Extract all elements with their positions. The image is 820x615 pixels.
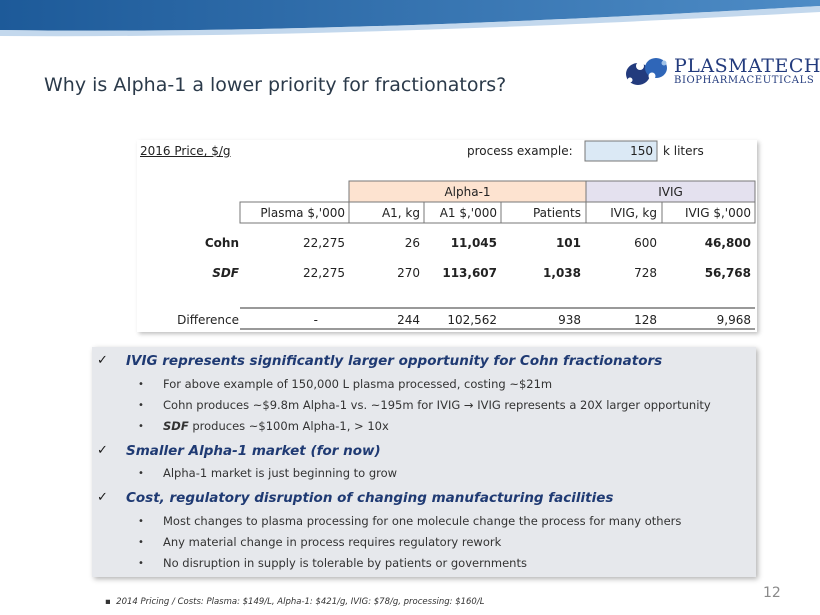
alpha1-group-header: Alpha-1: [444, 185, 491, 199]
table-cell: 56,768: [704, 266, 751, 280]
logo-molecule-icon: [626, 58, 667, 85]
bullet-heading: Smaller Alpha-1 market (for now): [126, 443, 381, 459]
bullet-text: No disruption in supply is tolerable by …: [163, 556, 527, 570]
table-cell: 101: [555, 236, 581, 250]
page-number: 12: [763, 585, 781, 601]
bullet-heading: IVIG represents significantly larger opp…: [126, 353, 663, 369]
table-cell: 46,800: [704, 236, 751, 250]
col-header-a1-value: A1 $,'000: [439, 206, 497, 220]
table-cell: 11,045: [450, 236, 497, 250]
bullet-dot-icon: •: [138, 468, 144, 479]
process-example-label: process example:: [467, 144, 573, 158]
bullet-dot-icon: •: [138, 558, 144, 569]
check-icon: ✓: [97, 353, 108, 368]
table-cell: 102,562: [447, 313, 497, 327]
bullet-text: SDF produces ~$100m Alpha-1, > 10x: [163, 419, 389, 433]
table-cell: 244: [397, 313, 420, 327]
bullet-text: Alpha-1 market is just beginning to grow: [163, 466, 398, 480]
bullet-text: Any material change in process requires …: [163, 535, 502, 549]
bullet-text-rest: produces ~$100m Alpha-1, > 10x: [192, 419, 389, 433]
bullet-text: For above example of 150,000 L plasma pr…: [163, 377, 553, 391]
row-label-difference: Difference: [177, 313, 239, 327]
table-cell: 938: [558, 313, 581, 327]
logo-subtitle: BIOPHARMACEUTICALS: [674, 75, 815, 86]
table-cell: 9,968: [716, 313, 751, 327]
process-liters-input[interactable]: 150: [630, 144, 653, 158]
col-header-patients: Patients: [532, 206, 581, 220]
row-label-cohn: Cohn: [204, 236, 239, 250]
table-cell: -: [313, 313, 318, 327]
slide-title: Why is Alpha-1 a lower priority for frac…: [44, 74, 507, 96]
bullet-dot-icon: •: [138, 516, 144, 527]
check-icon: ✓: [97, 490, 108, 505]
bullet-text: Cohn produces ~$9.8m Alpha-1 vs. ~195m f…: [163, 398, 711, 412]
col-header-plasma: Plasma $,'000: [260, 206, 345, 220]
col-header-ivig-value: IVIG $,'000: [684, 206, 751, 220]
col-header-a1-kg: A1, kg: [381, 206, 420, 220]
col-header-ivig-kg: IVIG, kg: [610, 206, 657, 220]
company-logo: PLASMATECH BIOPHARMACEUTICALS: [622, 54, 820, 90]
table-cell: 128: [634, 313, 657, 327]
row-label-sdf: SDF: [212, 266, 239, 280]
ivig-group-header: IVIG: [658, 185, 683, 199]
footnote-text: 2014 Pricing / Costs: Plasma: $149/L, Al…: [116, 597, 485, 607]
price-label: 2016 Price, $/g: [140, 144, 231, 158]
sdf-emphasis: SDF: [163, 419, 189, 433]
footnote-bullet-icon: ▪: [105, 597, 111, 607]
bullet-heading: Cost, regulatory disruption of changing …: [126, 490, 614, 506]
footnote: ▪ 2014 Pricing / Costs: Plasma: $149/L, …: [105, 597, 484, 607]
table-cell: 270: [397, 266, 420, 280]
bullet-dot-icon: •: [138, 379, 144, 390]
table-cell: 26: [404, 236, 420, 250]
bullet-dot-icon: •: [138, 421, 144, 432]
table-cell: 22,275: [303, 266, 345, 280]
bullet-panel: ✓ IVIG represents significantly larger o…: [92, 347, 756, 577]
table-cell: 22,275: [303, 236, 345, 250]
bullet-dot-icon: •: [138, 537, 144, 548]
process-unit-label: k liters: [663, 144, 704, 158]
table-grid: [239, 140, 756, 330]
bullet-text: Most changes to plasma processing for on…: [163, 514, 682, 528]
table-cell: 600: [634, 236, 657, 250]
logo-name: PLASMATECH: [674, 55, 820, 77]
table-cell: 1,038: [543, 266, 581, 280]
table-cell: 728: [634, 266, 657, 280]
check-icon: ✓: [97, 443, 108, 458]
comparison-table: 2016 Price, $/g process example: 150 k l…: [137, 140, 757, 332]
bullet-dot-icon: •: [138, 400, 144, 411]
table-cell: 113,607: [442, 266, 497, 280]
header-wave-band: [0, 0, 820, 37]
